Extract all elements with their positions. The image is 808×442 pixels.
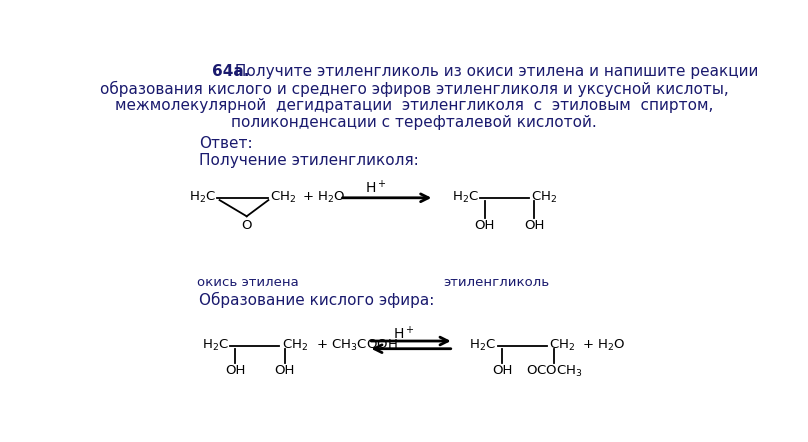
Text: образования кислого и среднего эфиров этиленгликоля и уксусной кислоты,: образования кислого и среднего эфиров эт…: [99, 81, 729, 97]
Text: O: O: [242, 219, 252, 232]
Text: + CH$_3$COOH: + CH$_3$COOH: [316, 338, 398, 353]
Text: Образование кислого эфира:: Образование кислого эфира:: [200, 292, 435, 308]
Text: + H$_2$O: + H$_2$O: [302, 190, 346, 206]
Text: CH$_2$: CH$_2$: [531, 190, 558, 206]
Text: H$^+$: H$^+$: [393, 325, 414, 342]
Text: CH$_2$: CH$_2$: [281, 338, 308, 353]
Text: этиленгликоль: этиленгликоль: [443, 276, 549, 290]
Text: OH: OH: [524, 219, 545, 232]
Text: H$^+$: H$^+$: [365, 179, 387, 197]
Text: межмолекулярной  дегидратации  этиленгликоля  с  этиловым  спиртом,: межмолекулярной дегидратации этиленглико…: [115, 98, 713, 113]
Text: OH: OH: [474, 219, 494, 232]
Text: CH$_2$: CH$_2$: [549, 338, 575, 353]
Text: Получение этиленгликоля:: Получение этиленгликоля:: [200, 153, 419, 168]
Text: 64а.: 64а.: [212, 64, 249, 79]
Text: OCOCH$_3$: OCOCH$_3$: [526, 364, 583, 379]
Text: H$_2$C: H$_2$C: [202, 338, 229, 353]
Text: H$_2$C: H$_2$C: [189, 190, 216, 206]
Text: OH: OH: [492, 364, 512, 377]
Text: Ответ:: Ответ:: [200, 136, 253, 151]
Text: OH: OH: [225, 364, 246, 377]
Text: + H$_2$O: + H$_2$O: [582, 338, 625, 353]
Text: H$_2$C: H$_2$C: [452, 190, 478, 206]
Text: CH$_2$: CH$_2$: [270, 190, 297, 206]
Text: OH: OH: [275, 364, 295, 377]
Text: поликонденсации с терефталевой кислотой.: поликонденсации с терефталевой кислотой.: [231, 114, 597, 130]
Text: окись этилена: окись этилена: [197, 276, 299, 290]
Text: H$_2$C: H$_2$C: [469, 338, 496, 353]
Text: Получите этиленгликоль из окиси этилена и напишите реакции: Получите этиленгликоль из окиси этилена …: [230, 64, 759, 79]
